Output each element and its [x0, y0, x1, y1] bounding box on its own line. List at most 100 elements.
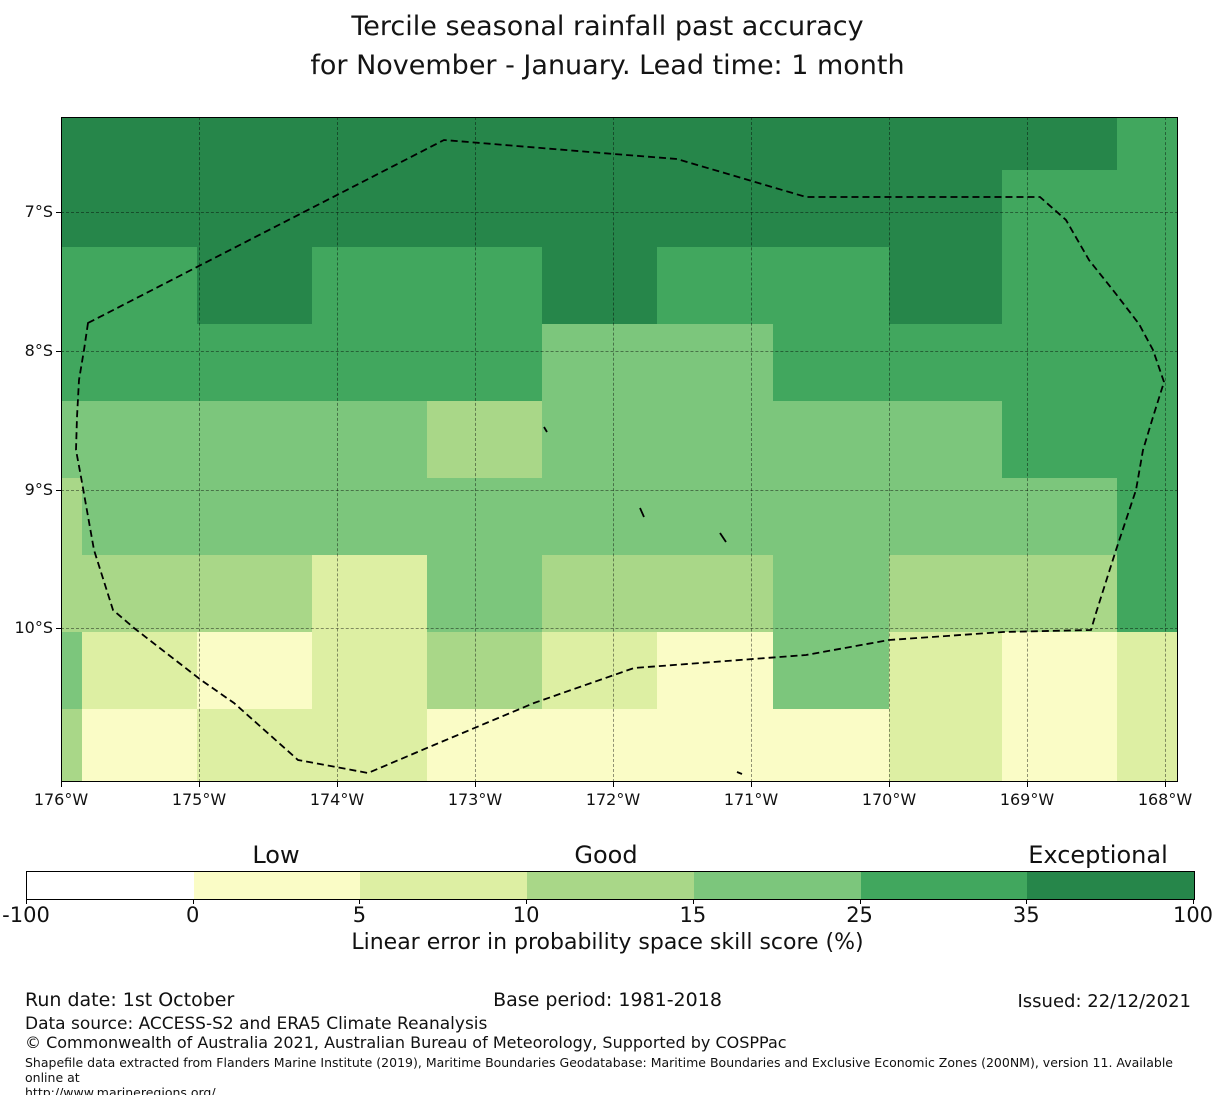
data-source-text: Data source: ACCESS-S2 and ERA5 Climate …: [25, 1014, 488, 1034]
island-outline: [639, 507, 645, 518]
map-cell: [889, 170, 1002, 247]
map-cell: [312, 478, 427, 555]
map-cell: [1002, 170, 1117, 247]
map-cell: [197, 117, 312, 170]
latitude-gridline: [61, 628, 1178, 629]
colorbar-category-label: Low: [252, 841, 300, 869]
longitude-tick-mark: [613, 782, 614, 787]
map-cell: [61, 324, 82, 401]
map-cell: [773, 555, 889, 632]
map-cell: [82, 170, 197, 247]
colorbar-segment: [360, 872, 528, 899]
longitude-tick-mark: [751, 782, 752, 787]
map-cell: [1117, 555, 1178, 632]
map-cell: [82, 632, 197, 709]
map-cell: [1002, 478, 1117, 555]
longitude-gridline: [613, 117, 614, 782]
map-cell: [312, 555, 427, 632]
map-cell: [427, 632, 542, 709]
colorbar-tick-mark: [692, 899, 694, 904]
map-cell: [82, 709, 197, 782]
map-cell: [542, 632, 657, 709]
map-cell: [542, 117, 657, 170]
map-cell: [427, 709, 542, 782]
latitude-tick-mark: [56, 490, 61, 491]
map-cell: [61, 555, 82, 632]
colorbar-tick-label: 10: [512, 903, 540, 927]
map-cell: [1002, 709, 1117, 782]
colorbar-segment: [693, 872, 861, 899]
colorbar-tick-label: 5: [352, 903, 367, 927]
colorbar-category-label: Good: [574, 841, 638, 869]
latitude-tick-label: 10°S: [14, 618, 53, 637]
map-cell: [312, 170, 427, 247]
map-cell: [657, 555, 773, 632]
map-cell: [61, 632, 82, 709]
map-cell: [542, 709, 657, 782]
longitude-tick-mark: [199, 782, 200, 787]
longitude-tick-label: 172°W: [585, 790, 641, 809]
map-cell: [1002, 632, 1117, 709]
colorbar-tick-mark: [526, 899, 528, 904]
colorbar-tick-label: 100: [1172, 903, 1214, 927]
island-outline: [719, 532, 727, 543]
colorbar-tick-label: -100: [2, 903, 50, 927]
colorbar-tick-mark: [192, 899, 194, 904]
map-cell: [889, 709, 1002, 782]
colorbar-segment: [27, 872, 194, 899]
map-cell: [1002, 247, 1117, 324]
map-cell: [773, 117, 889, 170]
eez-boundary-line: [75, 139, 1165, 774]
longitude-tick-label: 173°W: [447, 790, 503, 809]
map-cell: [427, 324, 542, 401]
chart-title-line2: for November - January. Lead time: 1 mon…: [310, 50, 905, 81]
map-cell: [61, 247, 82, 324]
colorbar-category-label: Exceptional: [1028, 841, 1168, 869]
map-cell: [657, 324, 773, 401]
map-cell: [82, 555, 197, 632]
map-cell: [773, 170, 889, 247]
longitude-tick-mark: [1027, 782, 1028, 787]
map-cell: [197, 478, 312, 555]
map-cell: [312, 632, 427, 709]
map-cell: [197, 632, 312, 709]
base-period-text: Base period: 1981-2018: [493, 989, 722, 1011]
colorbar-tick-mark: [359, 899, 361, 904]
map-cell: [1117, 324, 1178, 401]
map-cell: [889, 324, 1002, 401]
map-cell: [542, 478, 657, 555]
longitude-tick-label: 169°W: [999, 790, 1055, 809]
map-cell: [61, 709, 82, 782]
map-cell: [197, 247, 312, 324]
map-cell: [1002, 401, 1117, 478]
latitude-tick-mark: [56, 628, 61, 629]
longitude-tick-label: 168°W: [1137, 790, 1193, 809]
map-cell: [542, 555, 657, 632]
longitude-gridline: [1027, 117, 1028, 782]
latitude-gridline: [61, 351, 1178, 352]
map-plot-area: [61, 117, 1178, 782]
map-cell: [773, 247, 889, 324]
map-cell: [312, 247, 427, 324]
map-cell: [889, 401, 1002, 478]
colorbar-segment: [193, 872, 361, 899]
longitude-gridline: [1165, 117, 1166, 782]
map-cell: [1117, 709, 1178, 782]
map-cell: [657, 117, 773, 170]
island-outline: [736, 771, 743, 775]
colorbar-tick-label: 35: [1012, 903, 1040, 927]
map-cell: [773, 478, 889, 555]
map-cell: [657, 247, 773, 324]
map-cell: [427, 478, 542, 555]
longitude-tick-label: 176°W: [33, 790, 89, 809]
map-cell: [427, 170, 542, 247]
map-cell: [82, 324, 197, 401]
map-cell: [657, 170, 773, 247]
longitude-tick-label: 171°W: [723, 790, 779, 809]
longitude-gridline: [199, 117, 200, 782]
map-cell: [427, 555, 542, 632]
colorbar-tick-mark: [26, 899, 27, 904]
colorbar-segment: [1027, 872, 1195, 899]
longitude-tick-mark: [889, 782, 890, 787]
map-cell: [427, 247, 542, 324]
